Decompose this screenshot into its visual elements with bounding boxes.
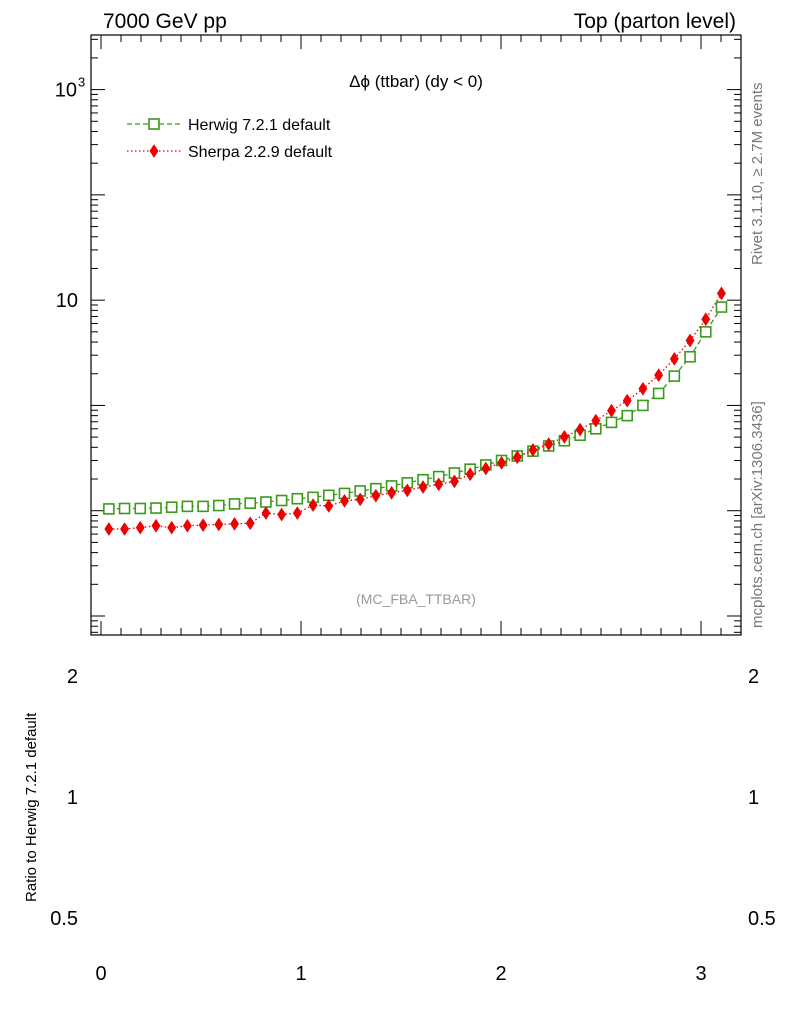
data-point bbox=[622, 393, 632, 408]
data-point bbox=[371, 488, 381, 503]
data-point bbox=[418, 480, 428, 494]
legend-entry: Sherpa 2.2.9 default bbox=[127, 144, 333, 161]
data-point bbox=[684, 350, 696, 363]
data-point bbox=[197, 500, 209, 513]
data-point bbox=[245, 516, 255, 531]
data-point bbox=[339, 493, 349, 508]
data-point bbox=[213, 499, 225, 512]
data-point bbox=[715, 301, 728, 313]
ratio-ylabel: Ratio to Herwig 7.2.1 default bbox=[23, 712, 40, 902]
chart-title: Δϕ (ttbar) (dy < 0) bbox=[349, 72, 483, 91]
data-point bbox=[150, 502, 162, 514]
ratio-y-label-right: 0.5 bbox=[748, 908, 776, 930]
y-tick-label: 10 bbox=[56, 290, 78, 312]
mcplots-label: mcplots.cern.ch [arXiv:1306.3436] bbox=[749, 401, 766, 628]
data-point bbox=[544, 437, 554, 452]
data-point bbox=[148, 118, 160, 130]
data-point bbox=[481, 461, 491, 476]
data-point bbox=[652, 387, 665, 400]
data-point bbox=[434, 477, 444, 492]
ratio-x-label: 2 bbox=[495, 963, 506, 985]
legend: Herwig 7.2.1 default Sherpa 2.2.9 default bbox=[127, 117, 333, 161]
data-point bbox=[277, 507, 287, 522]
data-point bbox=[149, 144, 159, 158]
data-point bbox=[449, 474, 459, 489]
data-point bbox=[167, 520, 177, 535]
data-point bbox=[575, 422, 585, 437]
data-point bbox=[465, 467, 475, 482]
legend-label: Herwig 7.2.1 default bbox=[188, 117, 331, 134]
data-point bbox=[387, 485, 397, 500]
data-point bbox=[214, 517, 224, 532]
data-point bbox=[716, 286, 726, 301]
data-point bbox=[699, 326, 712, 338]
data-point bbox=[308, 498, 318, 513]
data-point bbox=[291, 492, 304, 505]
data-point bbox=[497, 455, 507, 470]
data-point bbox=[701, 312, 711, 327]
rivet-label: Rivet 3.1.10, ≥ 2.7M events bbox=[749, 83, 766, 266]
data-point bbox=[402, 483, 412, 498]
main-series bbox=[103, 286, 728, 536]
ratio-x-label: 1 bbox=[295, 963, 306, 985]
legend-entry: Herwig 7.2.1 default bbox=[127, 117, 331, 134]
data-point bbox=[292, 506, 302, 521]
data-point bbox=[228, 498, 241, 510]
data-point bbox=[275, 494, 288, 507]
data-point bbox=[605, 416, 618, 429]
ratio-y-label-right: 2 bbox=[748, 666, 759, 688]
data-point bbox=[355, 492, 365, 507]
header-left: 7000 GeV pp bbox=[103, 10, 227, 33]
data-point bbox=[181, 500, 194, 513]
data-point bbox=[607, 403, 616, 418]
y-tick-label: 10 bbox=[55, 80, 77, 102]
series-line bbox=[108, 306, 723, 510]
data-point bbox=[559, 429, 569, 444]
data-point bbox=[322, 489, 335, 502]
main-frame bbox=[90, 34, 742, 636]
data-point bbox=[528, 442, 538, 457]
data-point bbox=[668, 370, 681, 382]
ratio-axis-labels: 2 2 1 1 0.5 0.5 0 1 2 3 bbox=[50, 666, 776, 985]
data-point bbox=[165, 501, 178, 514]
data-point bbox=[134, 502, 147, 515]
main-axis-ticks: 10 310 bbox=[55, 35, 742, 635]
data-point bbox=[120, 522, 130, 536]
data-point bbox=[638, 381, 648, 396]
watermark: (MC_FBA_TTBAR) bbox=[356, 591, 476, 607]
ratio-x-label: 3 bbox=[695, 963, 706, 985]
ratio-y-label-left: 0.5 bbox=[50, 908, 78, 930]
data-point bbox=[244, 497, 257, 509]
data-point bbox=[669, 351, 679, 366]
data-point bbox=[324, 498, 334, 513]
data-point bbox=[685, 333, 695, 348]
data-point bbox=[104, 522, 114, 536]
data-point bbox=[512, 450, 522, 465]
y-tick-exponent: 3 bbox=[78, 75, 85, 90]
series-1 bbox=[104, 286, 726, 536]
ratio-y-label-left: 2 bbox=[67, 666, 78, 688]
data-point bbox=[637, 399, 649, 412]
data-point bbox=[591, 413, 601, 428]
data-point bbox=[654, 368, 664, 383]
data-point bbox=[118, 502, 131, 515]
header-right: Top (parton level) bbox=[574, 10, 736, 33]
data-point bbox=[621, 409, 634, 422]
data-point bbox=[230, 516, 240, 531]
ratio-x-label: 0 bbox=[95, 963, 106, 985]
legend-label: Sherpa 2.2.9 default bbox=[188, 144, 333, 161]
main-panel: 10 310 Δϕ (ttbar) (dy < 0) (MC_FBA_TTBAR)… bbox=[55, 34, 742, 636]
data-point bbox=[261, 506, 271, 521]
data-point bbox=[182, 518, 192, 533]
data-point bbox=[151, 518, 161, 533]
ratio-panel: 2 2 1 1 0.5 0.5 0 1 2 3 Ratio to Herwig 7.2.1 def… bbox=[23, 666, 776, 985]
data-point bbox=[103, 503, 115, 515]
data-point bbox=[198, 518, 208, 533]
series-0 bbox=[103, 301, 728, 515]
data-point bbox=[135, 520, 145, 535]
ratio-y-label-left: 1 bbox=[67, 787, 78, 809]
ratio-y-label-right: 1 bbox=[748, 787, 759, 809]
data-point bbox=[260, 496, 272, 508]
